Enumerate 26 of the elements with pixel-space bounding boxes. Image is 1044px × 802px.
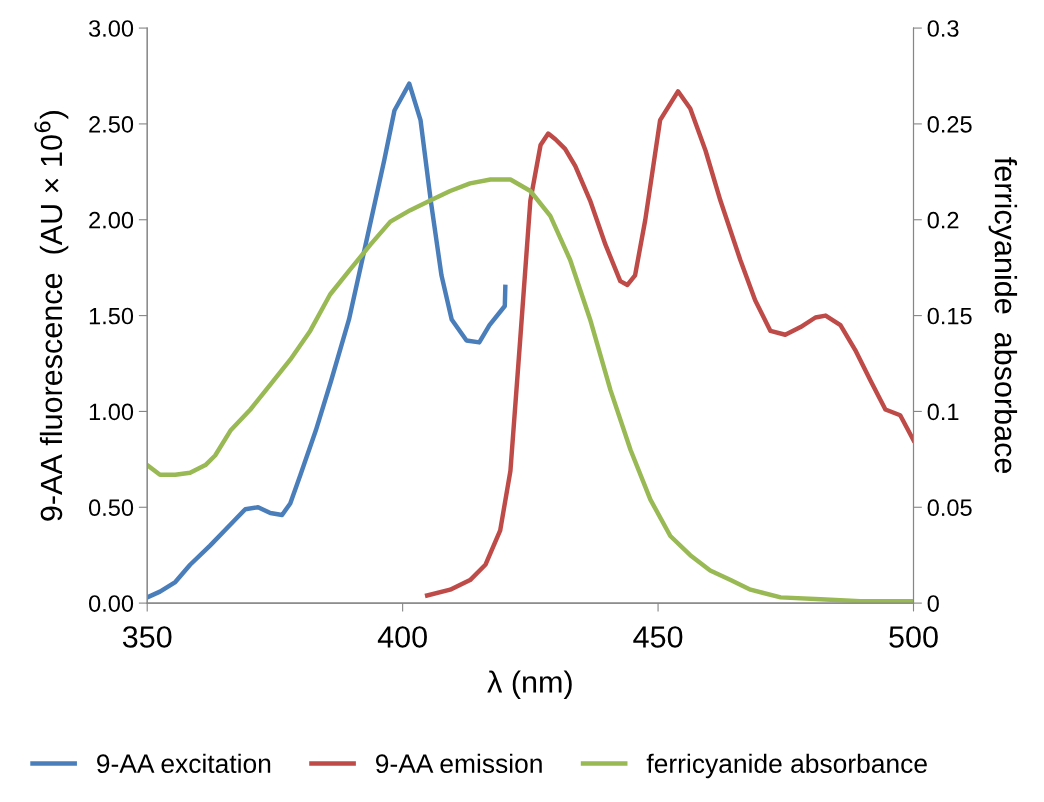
x-axis-title: λ (nm): [487, 670, 572, 699]
legend-label: ferricyanide absorbance: [646, 753, 927, 779]
legend-label: 9-AA excitation: [97, 753, 271, 774]
y-tick-label: 2.50: [89, 115, 134, 133]
y2-tick-label: 0.2: [927, 211, 959, 229]
y-tick-label: 0.50: [88, 499, 134, 517]
line-series: [147, 81, 508, 600]
y2-tick-label: 0: [927, 595, 939, 612]
x-tick-label: 500: [889, 626, 938, 648]
x-tick-label: 450: [633, 626, 683, 648]
y-tick-label: 3.00: [88, 20, 134, 37]
line-series: [424, 89, 914, 598]
y2-tick-label: 0.25: [927, 115, 972, 133]
y2-tick-label: 0.1: [927, 403, 959, 421]
y-tick-label: 0.00: [88, 595, 134, 612]
legend-label: 9-AA emission: [376, 753, 542, 774]
y-axis-title: 9-AA fluorescence (AU × 10$^{6}$): [34, 111, 69, 521]
y2-tick-label: 0.05: [927, 499, 972, 517]
y-tick-label: 2.00: [89, 211, 134, 229]
y-tick-label: 1.50: [89, 307, 134, 325]
y2-tick-label: 0.3: [927, 20, 959, 37]
y-tick-label: 1.00: [89, 403, 134, 421]
x-tick-label: 350: [122, 626, 172, 648]
y2-axis-title: ferricyanide absorbace: [988, 157, 1018, 474]
x-tick-label: 400: [377, 626, 427, 648]
y2-tick-label: 0.15: [927, 307, 972, 325]
